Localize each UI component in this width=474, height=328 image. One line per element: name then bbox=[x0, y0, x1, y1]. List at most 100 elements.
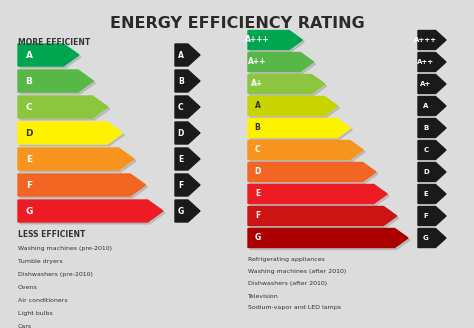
Text: G: G bbox=[423, 235, 429, 241]
Polygon shape bbox=[418, 74, 446, 93]
Text: Air conditioners: Air conditioners bbox=[18, 298, 68, 303]
Text: E: E bbox=[178, 154, 183, 163]
Text: C: C bbox=[178, 102, 183, 112]
Polygon shape bbox=[248, 162, 376, 181]
Text: A: A bbox=[26, 51, 33, 59]
Polygon shape bbox=[248, 31, 302, 50]
Text: Sodium-vapor and LED lamps: Sodium-vapor and LED lamps bbox=[248, 305, 341, 311]
Polygon shape bbox=[248, 140, 363, 159]
Text: A+++: A+++ bbox=[414, 37, 438, 43]
Polygon shape bbox=[18, 96, 108, 118]
Polygon shape bbox=[175, 70, 200, 92]
Polygon shape bbox=[418, 184, 446, 203]
Polygon shape bbox=[418, 52, 446, 72]
Polygon shape bbox=[250, 187, 389, 206]
Polygon shape bbox=[18, 200, 163, 222]
Polygon shape bbox=[418, 140, 446, 159]
Polygon shape bbox=[250, 165, 378, 183]
Text: Tumble dryers: Tumble dryers bbox=[18, 259, 63, 264]
Polygon shape bbox=[250, 76, 327, 95]
Polygon shape bbox=[20, 176, 147, 198]
Polygon shape bbox=[418, 31, 446, 50]
Polygon shape bbox=[418, 118, 446, 137]
Polygon shape bbox=[418, 229, 446, 248]
Text: A+++: A+++ bbox=[245, 35, 270, 45]
Text: G: G bbox=[178, 207, 184, 215]
Text: B: B bbox=[26, 76, 32, 86]
Text: A+: A+ bbox=[420, 81, 431, 87]
Text: Dishwashers (after 2010): Dishwashers (after 2010) bbox=[248, 281, 327, 286]
Text: B: B bbox=[178, 76, 184, 86]
Polygon shape bbox=[18, 44, 79, 66]
Polygon shape bbox=[175, 44, 200, 66]
Text: E: E bbox=[255, 190, 260, 198]
Text: D: D bbox=[423, 169, 429, 175]
Polygon shape bbox=[250, 32, 304, 51]
Polygon shape bbox=[18, 148, 134, 170]
Text: E: E bbox=[424, 191, 428, 197]
Text: B: B bbox=[423, 125, 428, 131]
Polygon shape bbox=[418, 162, 446, 181]
Text: LESS EFFICIENT: LESS EFFICIENT bbox=[18, 230, 85, 239]
Polygon shape bbox=[20, 72, 95, 94]
Polygon shape bbox=[20, 46, 81, 68]
Polygon shape bbox=[248, 229, 408, 248]
Text: Light bulbs: Light bulbs bbox=[18, 311, 53, 316]
Text: Ovens: Ovens bbox=[18, 285, 38, 290]
Polygon shape bbox=[248, 52, 314, 72]
Polygon shape bbox=[248, 184, 387, 203]
Polygon shape bbox=[250, 120, 352, 139]
Text: A++: A++ bbox=[248, 57, 267, 67]
Text: G: G bbox=[255, 234, 261, 242]
Text: C: C bbox=[255, 146, 260, 154]
Text: A: A bbox=[178, 51, 184, 59]
Polygon shape bbox=[248, 96, 337, 115]
Text: D: D bbox=[255, 168, 261, 176]
Text: Refrigerating appliances: Refrigerating appliances bbox=[248, 257, 325, 262]
Polygon shape bbox=[175, 200, 200, 222]
Text: F: F bbox=[424, 213, 428, 219]
Text: ENERGY EFFICIENCY RATING: ENERGY EFFICIENCY RATING bbox=[109, 16, 365, 31]
Polygon shape bbox=[18, 70, 93, 92]
Polygon shape bbox=[250, 142, 365, 161]
Polygon shape bbox=[250, 98, 339, 117]
Polygon shape bbox=[18, 174, 146, 196]
Polygon shape bbox=[175, 174, 200, 196]
Polygon shape bbox=[250, 209, 399, 228]
Text: Washing machines (pre-2010): Washing machines (pre-2010) bbox=[18, 246, 112, 251]
Text: C: C bbox=[26, 102, 32, 112]
Polygon shape bbox=[248, 207, 397, 226]
Polygon shape bbox=[20, 202, 165, 224]
Text: Television: Television bbox=[248, 294, 279, 298]
Polygon shape bbox=[175, 148, 200, 170]
Text: D: D bbox=[25, 129, 33, 137]
Text: Cars: Cars bbox=[18, 324, 32, 328]
Text: A: A bbox=[255, 101, 260, 111]
Polygon shape bbox=[250, 231, 410, 250]
Polygon shape bbox=[175, 122, 200, 144]
Polygon shape bbox=[418, 207, 446, 226]
Polygon shape bbox=[18, 122, 122, 144]
Polygon shape bbox=[20, 98, 110, 120]
Text: F: F bbox=[255, 212, 260, 220]
Text: A++: A++ bbox=[417, 59, 435, 65]
Polygon shape bbox=[20, 124, 124, 146]
Text: F: F bbox=[26, 180, 32, 190]
Text: C: C bbox=[423, 147, 428, 153]
Polygon shape bbox=[20, 150, 136, 172]
Text: Washing machines (after 2010): Washing machines (after 2010) bbox=[248, 270, 346, 275]
Polygon shape bbox=[248, 118, 350, 137]
Polygon shape bbox=[248, 74, 325, 93]
Text: D: D bbox=[178, 129, 184, 137]
Text: Dishwashers (pre-2010): Dishwashers (pre-2010) bbox=[18, 272, 93, 277]
Text: F: F bbox=[178, 180, 183, 190]
Text: B: B bbox=[255, 124, 260, 133]
Text: G: G bbox=[25, 207, 33, 215]
Text: A: A bbox=[423, 103, 428, 109]
Polygon shape bbox=[418, 96, 446, 115]
Text: E: E bbox=[26, 154, 32, 163]
Text: MORE EFFICIENT: MORE EFFICIENT bbox=[18, 38, 90, 47]
Polygon shape bbox=[250, 54, 316, 73]
Text: A+: A+ bbox=[251, 79, 264, 89]
Polygon shape bbox=[175, 96, 200, 118]
